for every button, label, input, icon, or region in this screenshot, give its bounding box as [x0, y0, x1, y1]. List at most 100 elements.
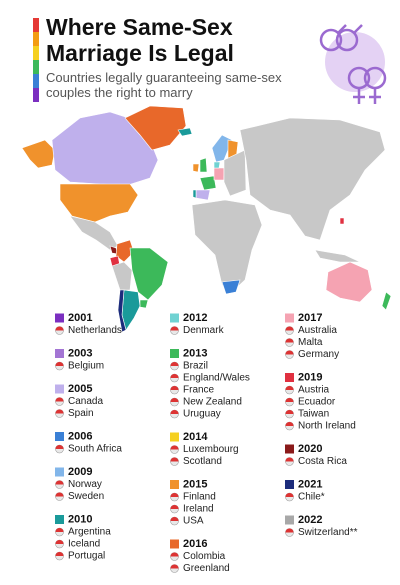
year-swatch [285, 444, 294, 454]
country-label: Chile* [298, 492, 325, 503]
country-label: Belgium [68, 361, 104, 372]
flag-icon [170, 326, 179, 331]
country-label: North Ireland [298, 421, 356, 432]
flag-icon [285, 326, 294, 331]
flag-icon [285, 386, 294, 390]
flag-icon [55, 552, 64, 556]
flag-icon [55, 492, 64, 497]
country-label: Switzerland** [298, 527, 358, 538]
country-label: Austria [298, 385, 330, 396]
country-label: Norway [68, 479, 102, 490]
year-swatch [55, 313, 64, 323]
flag-icon [170, 493, 179, 497]
year-swatch [170, 313, 179, 323]
year-label: 2014 [183, 431, 208, 443]
country-label: Scotland [183, 456, 222, 467]
year-label: 2022 [298, 514, 322, 526]
flag-icon [285, 338, 294, 343]
flag-icon [55, 480, 64, 485]
flag-icon [170, 374, 179, 378]
flag-icon [170, 517, 179, 521]
country-label: USA [183, 516, 204, 527]
year-swatch [55, 467, 64, 477]
year-label: 2006 [68, 430, 92, 442]
flag-icon [285, 493, 294, 497]
flag-icon [285, 422, 294, 426]
gender-icon [319, 24, 387, 104]
country-label: South Africa [68, 444, 122, 455]
country-label: Malta [298, 337, 323, 348]
country-label: Netherlands [68, 325, 122, 336]
country-label: France [183, 385, 215, 396]
country-label: Iceland [68, 539, 100, 550]
country-label: Spain [68, 408, 94, 419]
flag-icon [285, 398, 294, 402]
year-swatch [285, 313, 294, 323]
title: Where Same-Sex Marriage Is Legal [46, 14, 234, 66]
flag-icon [55, 540, 64, 544]
country-label: Denmark [183, 325, 225, 336]
country-label: Uruguay [183, 409, 221, 420]
world-map [21, 105, 392, 333]
country-label: New Zealand [183, 397, 242, 408]
year-swatch [285, 480, 294, 489]
year-label: 2019 [298, 371, 322, 383]
country-label: Argentina [68, 527, 111, 538]
year-swatch [55, 349, 64, 358]
year-label: 2021 [298, 478, 322, 490]
year-swatch [285, 373, 294, 382]
flag-icon [170, 564, 179, 569]
flag-icon [170, 362, 179, 366]
year-label: 2005 [68, 383, 92, 395]
country-label: England/Wales [183, 373, 250, 384]
year-swatch [55, 432, 64, 441]
flag-icon [170, 398, 179, 402]
flag-icon [55, 528, 64, 532]
flag-icon [170, 410, 179, 414]
country-label: Australia [298, 325, 337, 336]
flag-icon [55, 397, 64, 402]
country-label: Germany [298, 349, 339, 360]
year-label: 2016 [183, 538, 207, 550]
country-label: Sweden [68, 491, 104, 502]
flag-icon [55, 326, 64, 331]
year-label: 2010 [68, 513, 92, 525]
country-label: Taiwan [298, 409, 329, 420]
country-label: Canada [68, 396, 103, 407]
flag-icon [55, 445, 64, 449]
country-label: Finland [183, 492, 216, 503]
flag-icon [285, 410, 294, 414]
year-label: 2012 [183, 312, 207, 324]
year-label: 2017 [298, 312, 322, 324]
country-label: Portugal [68, 551, 105, 562]
flag-icon [170, 445, 179, 450]
flag-icon [285, 528, 294, 533]
subtitle: Countries legally guaranteeing same-sex … [46, 70, 282, 100]
year-swatch [170, 539, 179, 549]
rainbow-bar [33, 18, 39, 102]
flag-icon [170, 552, 179, 557]
flag-icon [55, 362, 64, 366]
year-label: 2013 [183, 347, 207, 359]
year-swatch [170, 349, 179, 358]
country-label: Colombia [183, 551, 226, 562]
year-swatch [170, 432, 179, 442]
year-label: 2015 [183, 478, 207, 490]
year-swatch [55, 384, 64, 394]
flag-icon [170, 386, 179, 390]
country-label: Ecuador [298, 397, 336, 408]
country-label: Greenland [183, 563, 230, 574]
country-label: Luxembourg [183, 444, 239, 455]
year-swatch [285, 515, 294, 525]
country-label: Brazil [183, 361, 208, 372]
year-label: 2009 [68, 466, 92, 478]
flag-icon [170, 505, 179, 509]
year-label: 2003 [68, 347, 92, 359]
year-label: 2001 [68, 312, 92, 324]
year-swatch [170, 480, 179, 489]
year-swatch [55, 515, 64, 524]
flag-icon [285, 350, 294, 355]
year-label: 2020 [298, 443, 322, 455]
